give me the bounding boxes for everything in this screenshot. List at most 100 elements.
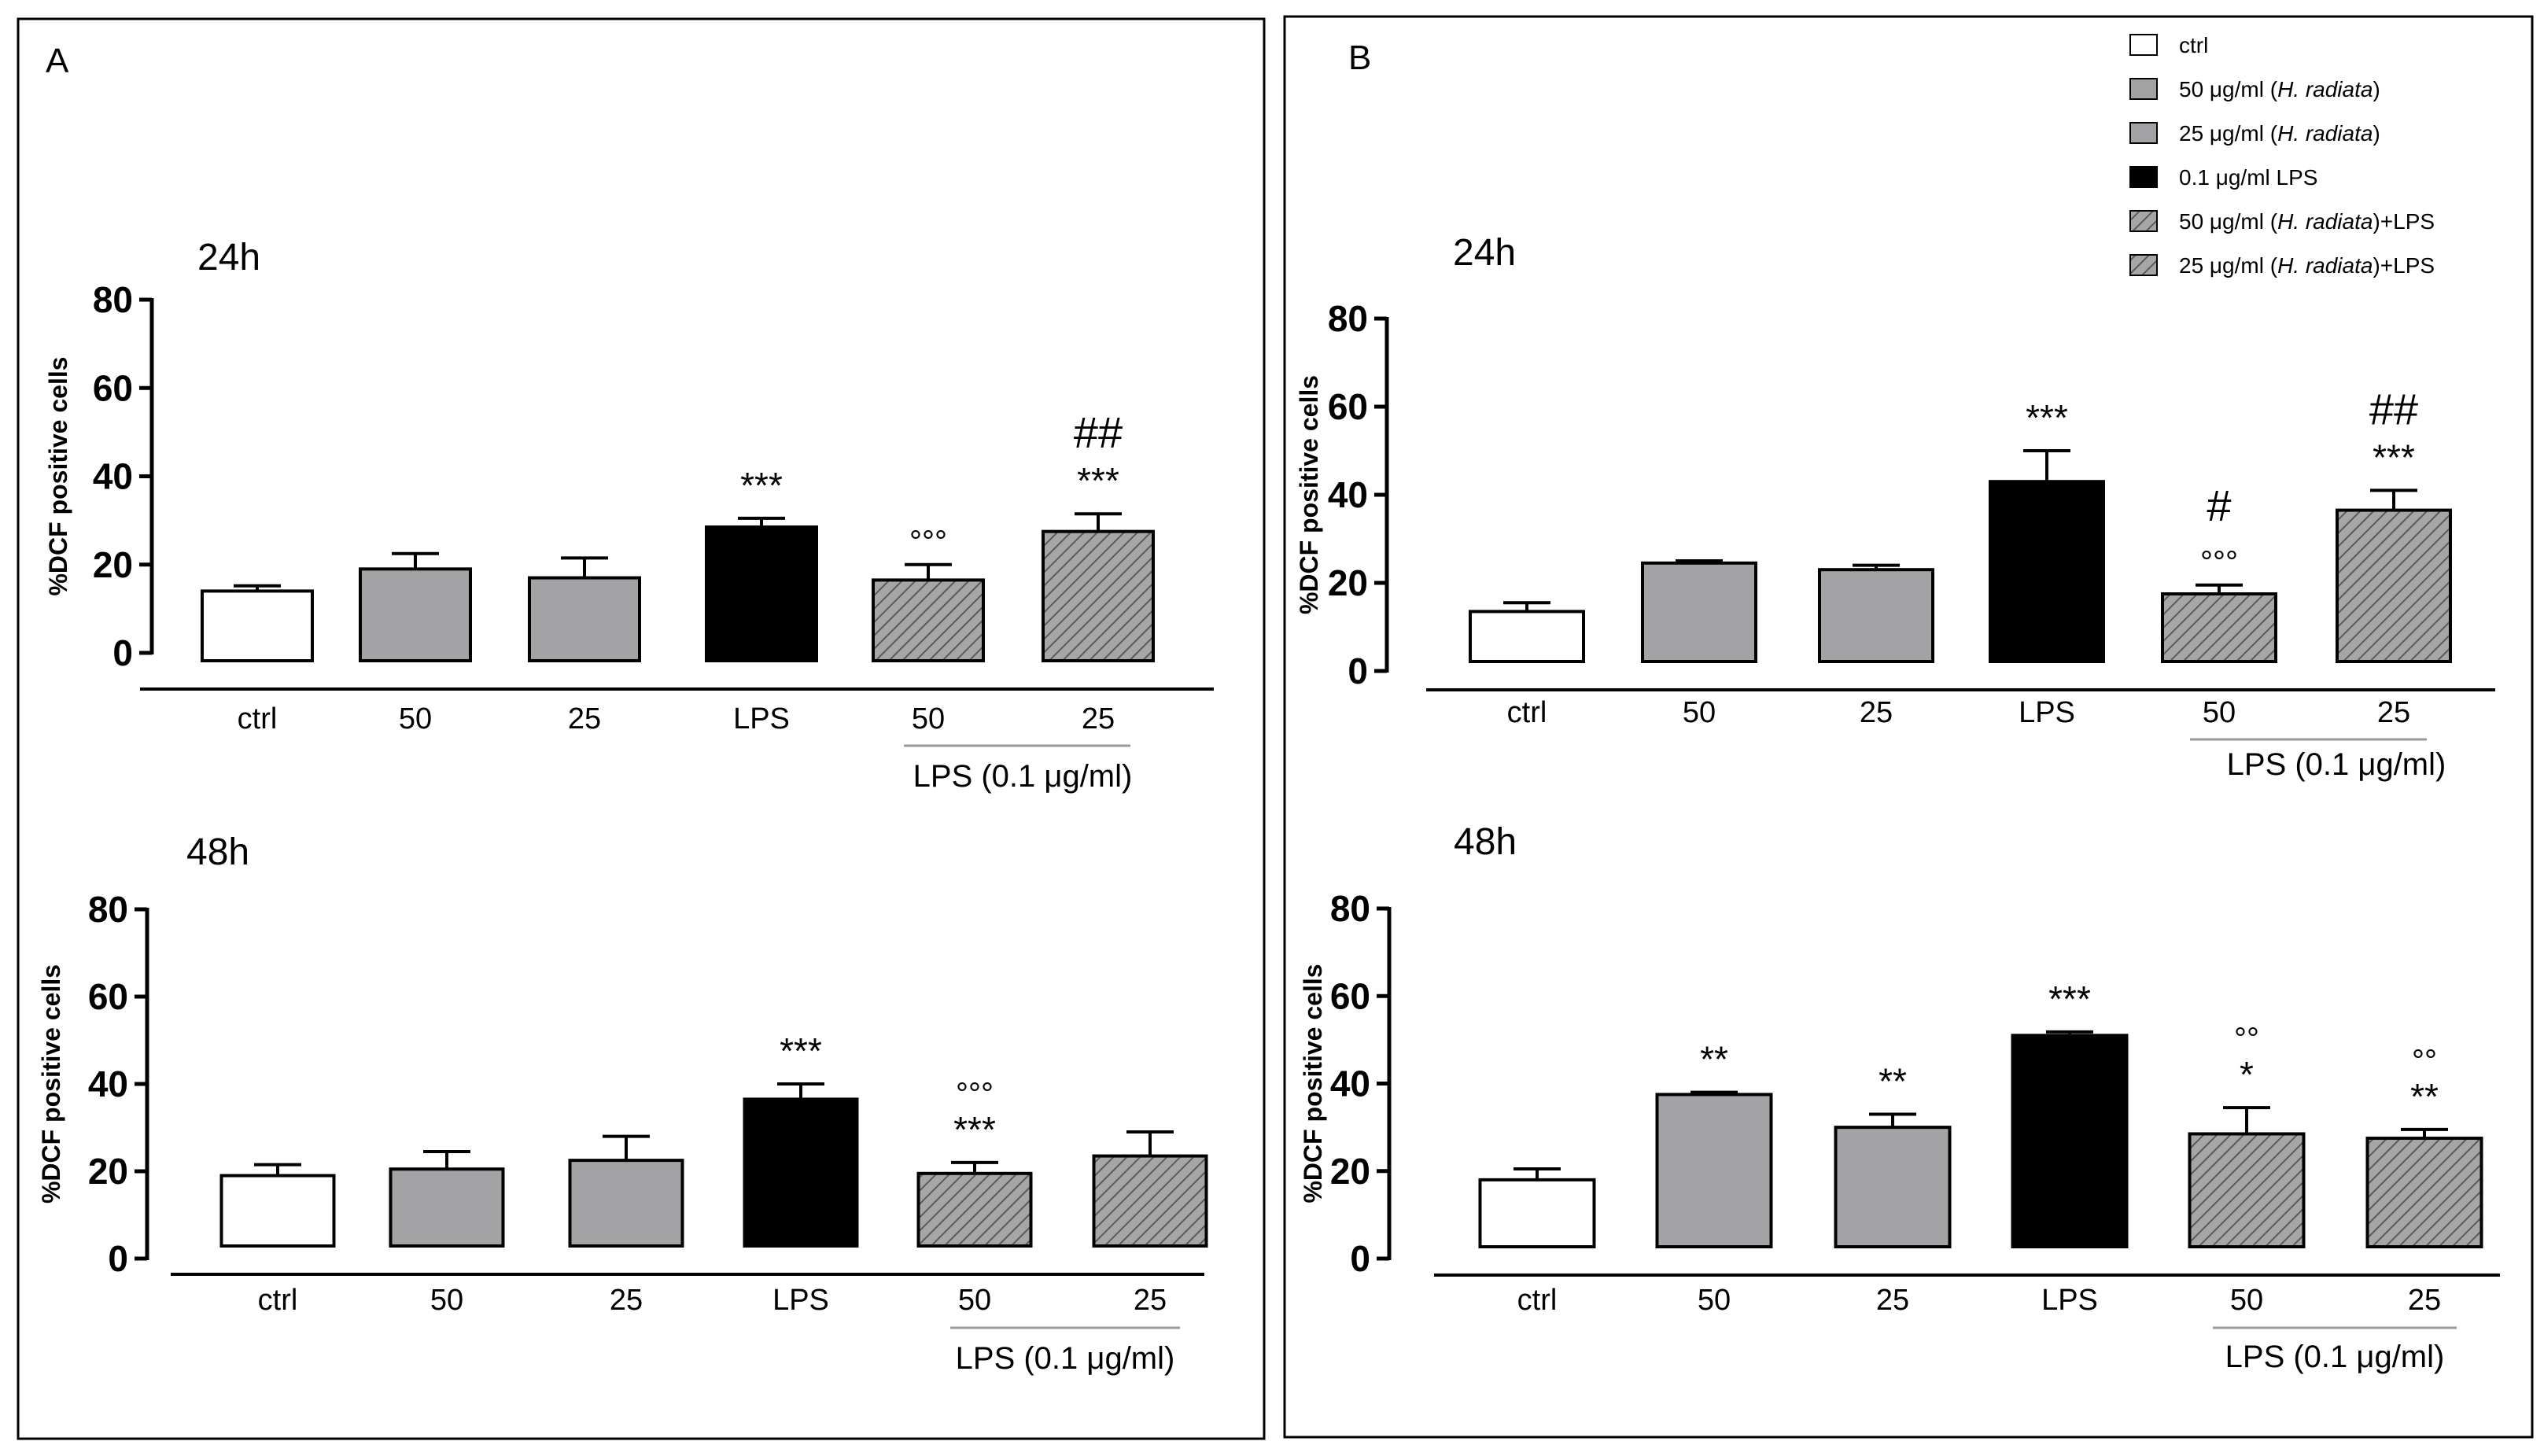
panel-a-frame xyxy=(17,17,1266,1440)
x-tick-label: LPS xyxy=(2041,1284,2098,1317)
bar-4 xyxy=(916,1171,1033,1248)
bar-2 xyxy=(1834,1126,1952,1248)
legend-label-hr25-lps: 25 μg/ml (H. radiata)+LPS xyxy=(2179,253,2435,278)
bar-5 xyxy=(2365,1137,2483,1248)
significance-mark: *** xyxy=(2026,397,2068,438)
x-tick-label: 25 xyxy=(2408,1284,2441,1317)
x-tick-label: 25 xyxy=(2377,696,2410,729)
x-tick-label: 25 xyxy=(1082,702,1115,735)
significance-mark: *** xyxy=(1077,460,1119,501)
panel-label-B: B xyxy=(1348,39,1371,77)
bar-2 xyxy=(528,576,641,663)
bar-1 xyxy=(359,567,472,662)
x-tick-label: 50 xyxy=(2203,696,2236,729)
significance-mark: ## xyxy=(2369,384,2418,433)
y-axis-label: %DCF positive cells xyxy=(1299,964,1327,1203)
y-tick-label: 40 xyxy=(1330,1063,1370,1104)
y-tick-label: 60 xyxy=(1330,975,1370,1016)
chart-title: 48h xyxy=(1454,821,1517,863)
y-tick-label: 20 xyxy=(1330,1151,1370,1192)
significance-mark: *** xyxy=(740,465,783,506)
bar-1 xyxy=(1641,561,1757,663)
x-tick-label: 25 xyxy=(610,1284,643,1317)
x-tick-label: LPS xyxy=(772,1284,829,1317)
legend-label-hr50: 50 μg/ml (H. radiata) xyxy=(2179,77,2380,101)
legend-swatch-hr25 xyxy=(2129,122,2158,144)
panel-b-frame xyxy=(1283,15,2534,1439)
bar-5 xyxy=(1092,1154,1208,1248)
x-tick-label: 25 xyxy=(568,702,601,735)
x-tick-label: 25 xyxy=(1134,1284,1167,1317)
y-tick-label: 40 xyxy=(1328,474,1368,515)
bar-2 xyxy=(1818,568,1934,664)
significance-mark: ## xyxy=(1074,407,1123,457)
legend-label-hr50-lps: 50 μg/ml (H. radiata)+LPS xyxy=(2179,209,2435,234)
significance-mark: *** xyxy=(780,1030,822,1071)
chart-A-24h: A 24h 0 20 40 60 80 %DCF positive cells ctrl 50 25… xyxy=(44,42,1214,794)
x-tick-label: ctrl xyxy=(1517,1284,1558,1317)
panel-label-A: A xyxy=(46,42,69,80)
legend-swatch-hr25-lps xyxy=(2129,254,2158,276)
significance-mark: *** xyxy=(2048,979,2091,1019)
significance-mark: # xyxy=(2207,481,2231,530)
x-tick-label: 50 xyxy=(1698,1284,1731,1317)
y-tick-label: 40 xyxy=(93,456,133,497)
significance-mark: ** xyxy=(1879,1060,1907,1101)
y-tick-label: 60 xyxy=(93,367,133,408)
legend: ctrl 50 μg/ml (H. radiata) 25 μg/ml (H. ra… xyxy=(2129,33,2435,278)
significance-mark: ** xyxy=(2410,1076,2439,1117)
bar-0 xyxy=(1469,610,1585,664)
bar-4 xyxy=(2188,1132,2306,1248)
legend-label-lps: 0.1 μg/ml LPS xyxy=(2179,165,2317,190)
bar-4 xyxy=(2161,592,2277,663)
y-tick-label: 60 xyxy=(88,976,128,1017)
x-tick-label: 25 xyxy=(1876,1284,1909,1317)
y-axis-label: %DCF positive cells xyxy=(37,964,65,1204)
chart-B-24h: B 24h 0 20 40 60 80 %DCF positive cells ctrl 50 25… xyxy=(1295,39,2495,782)
chart-title: 48h xyxy=(186,831,249,873)
x-tick-label: ctrl xyxy=(1507,696,1547,729)
x-tick-label: LPS xyxy=(2019,696,2075,729)
significance-mark: * xyxy=(2240,1054,2254,1095)
bar-0 xyxy=(219,1174,336,1248)
bar-5 xyxy=(2336,508,2452,663)
x-tick-label: 50 xyxy=(2230,1284,2263,1317)
chart-A-48h: 48h 0 20 40 60 80 %DCF positive cells ctrl 50 25 L… xyxy=(37,831,1208,1376)
bar-4 xyxy=(872,578,985,662)
bar-3 xyxy=(743,1097,859,1248)
x-tick-label: 50 xyxy=(1683,696,1716,729)
group-label: LPS (0.1 μg/ml) xyxy=(913,759,1133,794)
y-tick-label: 0 xyxy=(1348,651,1368,691)
y-axis-label: %DCF positive cells xyxy=(44,356,72,595)
bar-3 xyxy=(705,525,818,663)
significance-mark: ** xyxy=(1700,1039,1728,1080)
bar-0 xyxy=(201,589,314,662)
y-tick-label: 0 xyxy=(108,1238,128,1279)
x-tick-label: ctrl xyxy=(258,1284,298,1317)
bar-3 xyxy=(1989,480,2105,664)
y-tick-label: 60 xyxy=(1328,386,1368,427)
x-tick-label: 50 xyxy=(958,1284,991,1317)
y-tick-label: 40 xyxy=(88,1063,128,1104)
y-tick-label: 20 xyxy=(1328,562,1368,603)
legend-label-hr25: 25 μg/ml (H. radiata) xyxy=(2179,121,2380,146)
group-label: LPS (0.1 μg/ml) xyxy=(2225,1340,2445,1374)
chart-title: 24h xyxy=(1453,232,1516,274)
legend-swatch-lps xyxy=(2129,166,2158,188)
bar-5 xyxy=(1042,529,1155,662)
y-tick-label: 0 xyxy=(1350,1238,1370,1279)
bar-2 xyxy=(568,1159,684,1248)
significance-mark: *** xyxy=(2373,437,2415,477)
legend-swatch-hr50 xyxy=(2129,78,2158,100)
bar-1 xyxy=(389,1167,505,1248)
chart-title: 24h xyxy=(197,237,260,278)
x-tick-label: 50 xyxy=(912,702,945,735)
legend-swatch-ctrl xyxy=(2129,34,2158,56)
x-tick-label: 50 xyxy=(399,702,432,735)
significance-mark: °°° xyxy=(2200,545,2238,580)
significance-mark: °° xyxy=(2412,1044,2437,1078)
chart-B-48h: 48h 0 20 40 60 80 %DCF positive cells ctrl 50 ** 2… xyxy=(1299,821,2500,1374)
y-tick-label: 0 xyxy=(112,632,133,673)
y-tick-label: 20 xyxy=(93,544,133,585)
